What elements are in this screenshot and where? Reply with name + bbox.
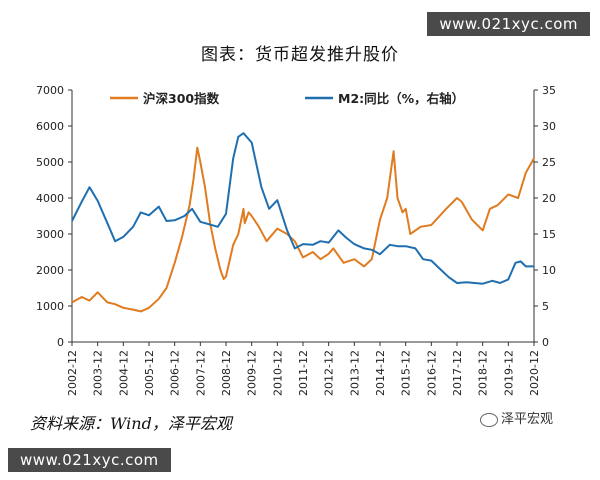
x-tick-label: 2019-12 (502, 350, 515, 396)
series-layer (71, 132, 535, 313)
y-left-tick-label: 5000 (36, 156, 64, 169)
watermark-bottom: www.021xyc.com (8, 448, 171, 472)
y-right-tick-label: 35 (542, 84, 556, 97)
x-tick-label: 2011-12 (297, 350, 310, 396)
x-tick-label: 2012-12 (323, 350, 336, 396)
x-tick-label: 2002-12 (66, 350, 79, 396)
y-right-tick-label: 5 (542, 300, 549, 313)
x-tick-label: 2005-12 (143, 350, 156, 396)
m2-line (71, 132, 534, 285)
y-right-tick-label: 25 (542, 156, 556, 169)
x-tick-label: 2017-12 (451, 350, 464, 396)
brand-label: 泽平宏观 (480, 408, 553, 427)
x-tick-label: 2018-12 (477, 350, 490, 396)
y-right-tick-label: 30 (542, 120, 556, 133)
chart-axes: 0 1000 2000 3000 4000 5000 6000 7000 0 5 10 15 20 25 3… (36, 84, 556, 396)
legend-csi300-label: 沪深300指数 (143, 91, 220, 106)
x-tick-label: 2020-12 (528, 350, 541, 396)
x-tick-label: 2016-12 (425, 350, 438, 396)
y-right-tick-label: 20 (542, 192, 556, 205)
chart-title: 图表：货币超发推升股价 (201, 45, 399, 65)
wechat-logo-icon (480, 412, 498, 427)
x-tick-label: 2014-12 (374, 350, 387, 396)
source-note: 资料来源：Wind，泽平宏观 (30, 414, 232, 433)
x-tick-label: 2010-12 (271, 350, 284, 396)
watermark-top: www.021xyc.com (427, 12, 590, 36)
y-left-tick-label: 2000 (36, 264, 64, 277)
x-tick-label: 2015-12 (400, 350, 413, 396)
y-right-tick-label: 10 (542, 264, 556, 277)
y-left-tick-label: 4000 (36, 192, 64, 205)
x-tick-label: 2003-12 (92, 350, 105, 396)
x-tick-label: 2007-12 (194, 350, 207, 396)
y-right-tick-label: 15 (542, 228, 556, 241)
y-left-tick-label: 7000 (36, 84, 64, 97)
legend-m2-label: M2:同比（%，右轴） (338, 91, 464, 106)
csi300-line (71, 146, 535, 313)
x-tick-label: 2008-12 (220, 350, 233, 396)
x-tick-label: 2006-12 (169, 350, 182, 396)
y-left-tick-label: 3000 (36, 228, 64, 241)
y-left-tick-label: 1000 (36, 300, 64, 313)
legend: 沪深300指数 M2:同比（%，右轴） (110, 91, 464, 106)
y-left-tick-label: 6000 (36, 120, 64, 133)
y-right-tick-label: 0 (542, 336, 549, 349)
x-tick-label: 2013-12 (348, 350, 361, 396)
y-left-tick-label: 0 (57, 336, 64, 349)
x-tick-label: 2009-12 (246, 350, 259, 396)
brand-text: 泽平宏观 (501, 412, 554, 427)
x-tick-label: 2004-12 (117, 350, 130, 396)
